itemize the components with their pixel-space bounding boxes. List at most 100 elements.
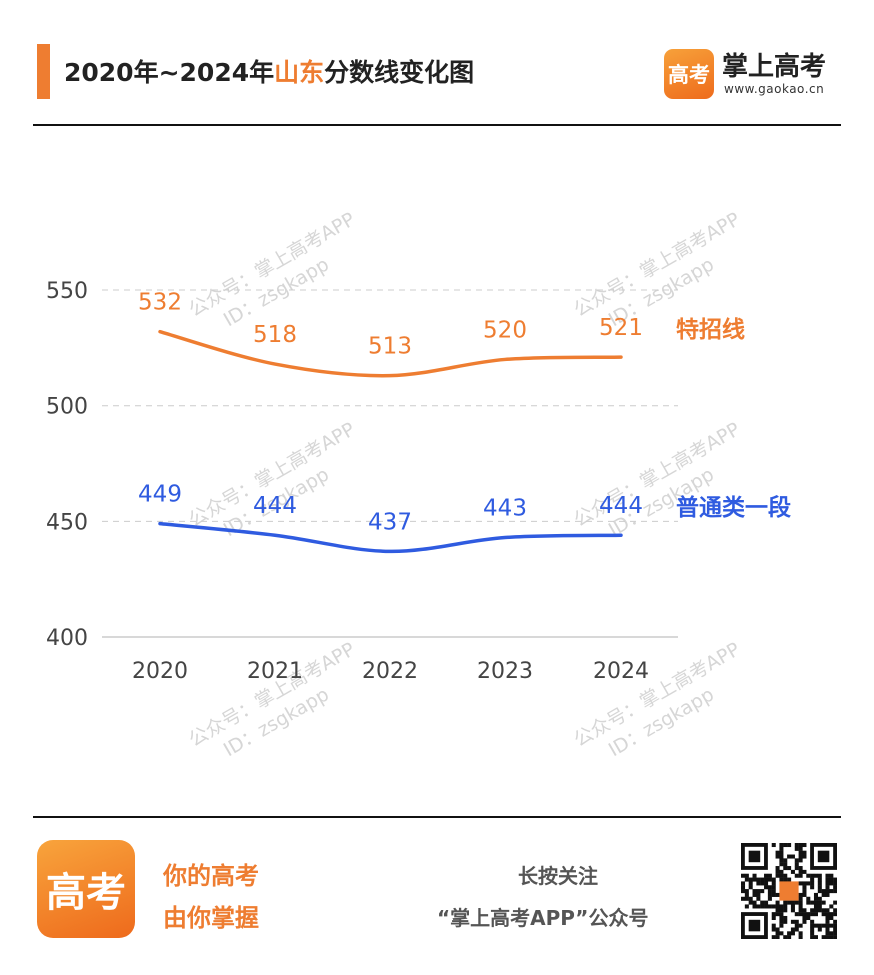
app-logo: 高考: [37, 840, 135, 938]
qr-module: [771, 889, 776, 894]
qr-module: [810, 919, 815, 924]
qr-module: [802, 889, 807, 894]
qr-module: [798, 908, 803, 913]
qr-module: [767, 889, 772, 894]
qr-module: [775, 931, 780, 936]
qr-module: [741, 889, 746, 894]
qr-module: [767, 873, 772, 878]
qr-module: [779, 873, 784, 878]
qr-module: [798, 912, 803, 917]
x-tick-label: 2023: [477, 659, 533, 684]
brand-name: 掌上高考: [722, 52, 827, 82]
qr-module: [756, 892, 761, 897]
qr-module: [760, 900, 765, 905]
qr-module: [794, 919, 799, 924]
qr-module: [833, 935, 837, 939]
qr-module: [817, 889, 822, 894]
qr-module: [813, 896, 818, 901]
qr-module: [810, 931, 815, 936]
qr-module: [783, 919, 788, 924]
qr-module: [810, 885, 815, 890]
qr-module: [825, 912, 830, 917]
qr-module: [798, 854, 803, 859]
qr-module: [794, 927, 799, 932]
qr-module: [813, 900, 818, 905]
qr-module: [779, 908, 784, 913]
qr-module: [798, 858, 803, 863]
qr-module: [833, 908, 837, 913]
qr-module: [829, 881, 834, 886]
qr-module: [813, 873, 818, 878]
qr-module: [752, 889, 757, 894]
qr-module: [825, 919, 830, 924]
qr-module: [787, 900, 792, 905]
title-province: 山东: [274, 58, 325, 87]
qr-module: [810, 935, 815, 939]
x-tick-label: 2021: [247, 659, 303, 684]
qr-module: [767, 904, 772, 909]
qr-module: [748, 900, 753, 905]
qr-module: [771, 904, 776, 909]
qr-module: [825, 915, 830, 920]
qr-module: [794, 862, 799, 867]
qr-module: [829, 889, 834, 894]
qr-module: [775, 866, 780, 871]
qr-module: [741, 873, 746, 878]
qr-module: [825, 889, 830, 894]
qr-module: [775, 908, 780, 913]
qr-module: [783, 904, 788, 909]
title-accent-bar: [37, 44, 50, 99]
follow-account: “掌上高考APP”公众号: [437, 906, 649, 930]
qr-module: [794, 912, 799, 917]
qr-module: [771, 892, 776, 897]
qr-module: [748, 877, 753, 882]
qr-module: [802, 912, 807, 917]
qr-module: [741, 885, 746, 890]
qr-module: [802, 919, 807, 924]
qr-module: [748, 881, 753, 886]
qr-module: [821, 889, 826, 894]
qr-module: [783, 915, 788, 920]
qr-module: [825, 885, 830, 890]
data-label: 443: [483, 496, 527, 522]
qr-module: [787, 877, 792, 882]
qr-module: [783, 858, 788, 863]
qr-module: [783, 935, 788, 939]
qr-module: [833, 923, 837, 928]
qr-module: [783, 862, 788, 867]
qr-module: [810, 912, 815, 917]
slogan-line-1: 你的高考: [163, 862, 259, 890]
qr-module: [825, 923, 830, 928]
qr-module: [756, 896, 761, 901]
qr-module: [775, 904, 780, 909]
qr-module: [779, 931, 784, 936]
qr-module: [764, 877, 769, 882]
qr-module: [825, 892, 830, 897]
data-label: 513: [368, 334, 412, 360]
qr-module: [783, 866, 788, 871]
qr-module: [802, 908, 807, 913]
qr-module: [756, 904, 761, 909]
qr-module: [794, 858, 799, 863]
follow-prompt: 长按关注: [518, 864, 598, 888]
qr-module: [771, 935, 776, 939]
qr-module: [779, 912, 784, 917]
qr-module: [783, 908, 788, 913]
qr-module: [764, 881, 769, 886]
qr-code[interactable]: [741, 843, 837, 939]
qr-module: [790, 869, 795, 874]
x-tick-label: 2020: [132, 659, 188, 684]
qr-module: [829, 904, 834, 909]
qr-module: [775, 927, 780, 932]
qr-module: [779, 854, 784, 859]
qr-module: [798, 923, 803, 928]
qr-module: [760, 889, 765, 894]
qr-module: [764, 873, 769, 878]
qr-module: [794, 923, 799, 928]
qr-module: [794, 900, 799, 905]
qr-module: [790, 908, 795, 913]
qr-module: [779, 919, 784, 924]
qr-module: [798, 866, 803, 871]
qr-module: [756, 877, 761, 882]
qr-module: [790, 900, 795, 905]
